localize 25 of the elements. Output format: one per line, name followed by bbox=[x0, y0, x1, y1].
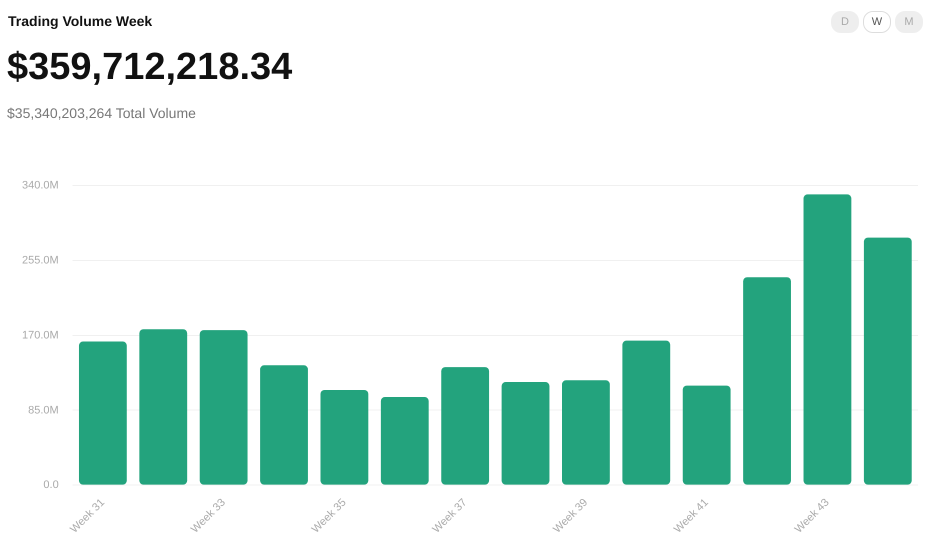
bar bbox=[682, 386, 731, 485]
bar bbox=[78, 342, 127, 485]
bar bbox=[260, 365, 308, 485]
text: D bbox=[831, 11, 859, 33]
text: W bbox=[863, 11, 891, 33]
y-tick-label: 0.0 bbox=[43, 479, 59, 492]
bar bbox=[562, 380, 610, 485]
y-tick-label: 85.0M bbox=[28, 404, 59, 416]
chart-title: Trading Volume Week bbox=[8, 13, 152, 29]
bar bbox=[743, 277, 791, 485]
bar bbox=[864, 238, 912, 485]
bar bbox=[139, 329, 188, 485]
bar bbox=[441, 367, 490, 485]
bar bbox=[502, 382, 550, 485]
y-tick-label: 255.0M bbox=[22, 254, 59, 267]
y-tick-label: 170.0M bbox=[22, 329, 59, 342]
bar bbox=[200, 330, 248, 485]
bar bbox=[320, 390, 368, 485]
chart-subtitle: $359,712,218.34 bbox=[7, 46, 292, 89]
bar bbox=[380, 397, 429, 485]
bar bbox=[804, 194, 852, 485]
text: $35,340,203,264 Total Volume bbox=[7, 105, 196, 121]
y-tick-label: 340.0M bbox=[22, 180, 59, 192]
text: M bbox=[895, 11, 923, 33]
bar bbox=[622, 340, 670, 485]
